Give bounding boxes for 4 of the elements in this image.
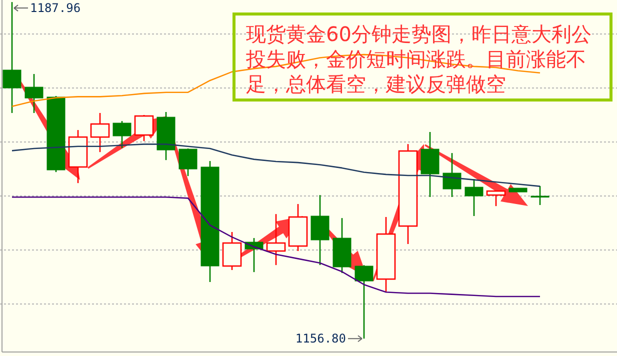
annotation: 1187.96 bbox=[14, 1, 81, 16]
annotation: 1156.80 bbox=[295, 332, 346, 346]
annotation: 1156.80 bbox=[295, 332, 362, 346]
annotation: 1187.96 bbox=[30, 1, 81, 16]
